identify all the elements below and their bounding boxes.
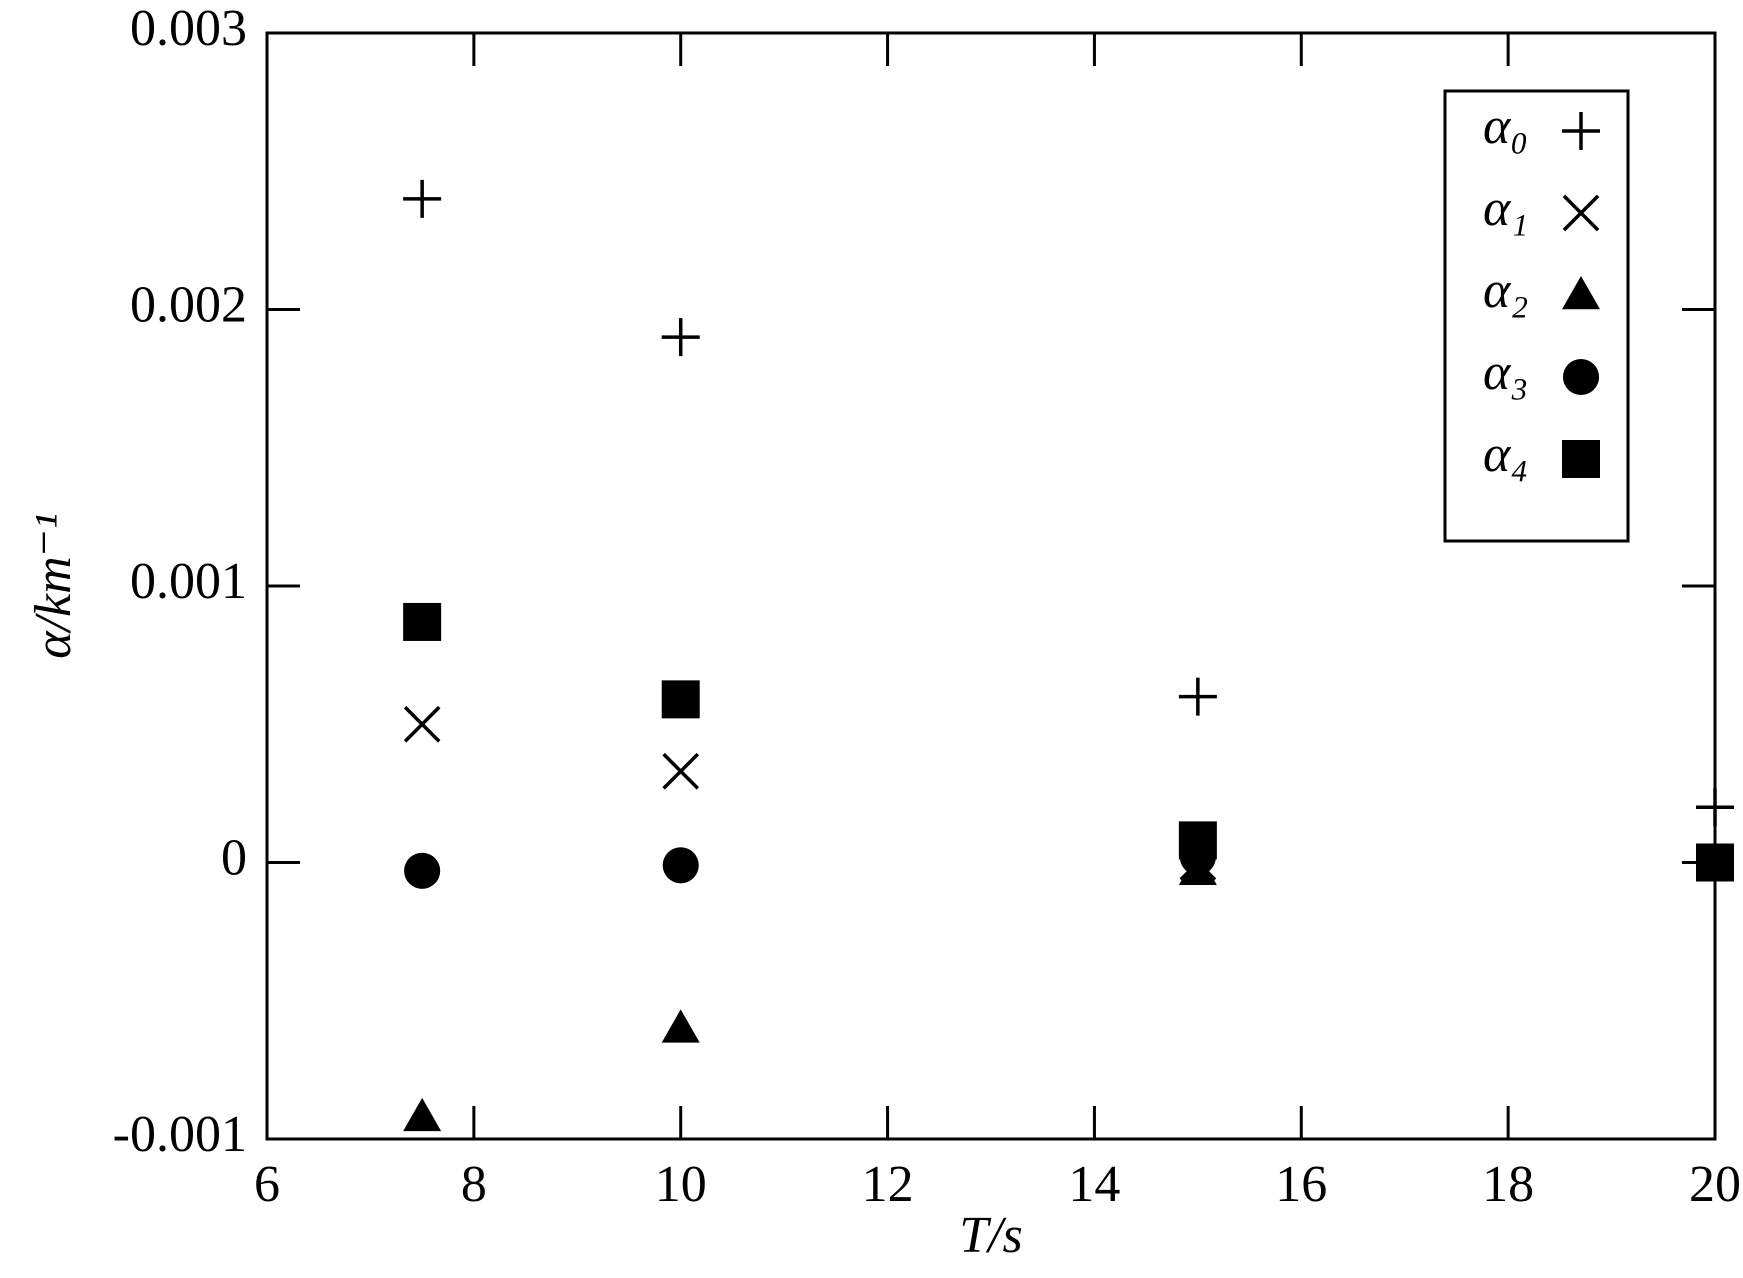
x-tick-label: 18: [1482, 1156, 1534, 1213]
marker-triangle: [403, 1097, 442, 1132]
legend-label: α₂: [1483, 262, 1528, 319]
x-tick-label: 6: [254, 1156, 280, 1213]
y-tick-label: 0.003: [130, 0, 247, 57]
marker-x: [1562, 194, 1600, 232]
marker-square: [1178, 821, 1217, 860]
x-tick-label: 14: [1068, 1156, 1120, 1213]
legend-label: α₀: [1483, 98, 1528, 155]
marker-square: [661, 680, 700, 719]
marker-triangle: [661, 1009, 700, 1043]
x-tick-label: 20: [1689, 1156, 1741, 1213]
marker-plus: [661, 318, 700, 357]
marker-square: [403, 602, 442, 641]
marker-square: [1696, 843, 1734, 882]
marker-circle: [404, 852, 441, 889]
y-tick-label: -0.001: [113, 1106, 247, 1163]
x-tick-label: 8: [461, 1156, 487, 1213]
marker-square: [1562, 440, 1600, 478]
marker-triangle: [1562, 276, 1600, 310]
y-tick-label: 0.002: [130, 276, 247, 333]
marker-x: [662, 752, 700, 790]
x-tick-label: 16: [1275, 1156, 1327, 1213]
marker-plus: [1562, 112, 1600, 150]
marker-x: [403, 705, 441, 743]
marker-plus: [1696, 788, 1734, 827]
legend-label: α₄: [1483, 426, 1528, 483]
y-tick-label: 0.001: [130, 553, 247, 610]
legend-box: [1443, 89, 1630, 543]
marker-plus: [1178, 677, 1217, 716]
y-axis-label: α/km⁻¹: [25, 513, 82, 658]
x-axis-label: T/s: [959, 1207, 1023, 1264]
x-tick-label: 10: [655, 1156, 707, 1213]
legend-label: α₁: [1483, 180, 1528, 237]
marker-circle: [1562, 358, 1600, 396]
y-tick-label: 0: [221, 829, 247, 886]
marker-plus: [403, 179, 442, 218]
marker-circle: [662, 847, 699, 884]
x-tick-label: 12: [862, 1156, 914, 1213]
legend-label: α₃: [1483, 344, 1528, 401]
